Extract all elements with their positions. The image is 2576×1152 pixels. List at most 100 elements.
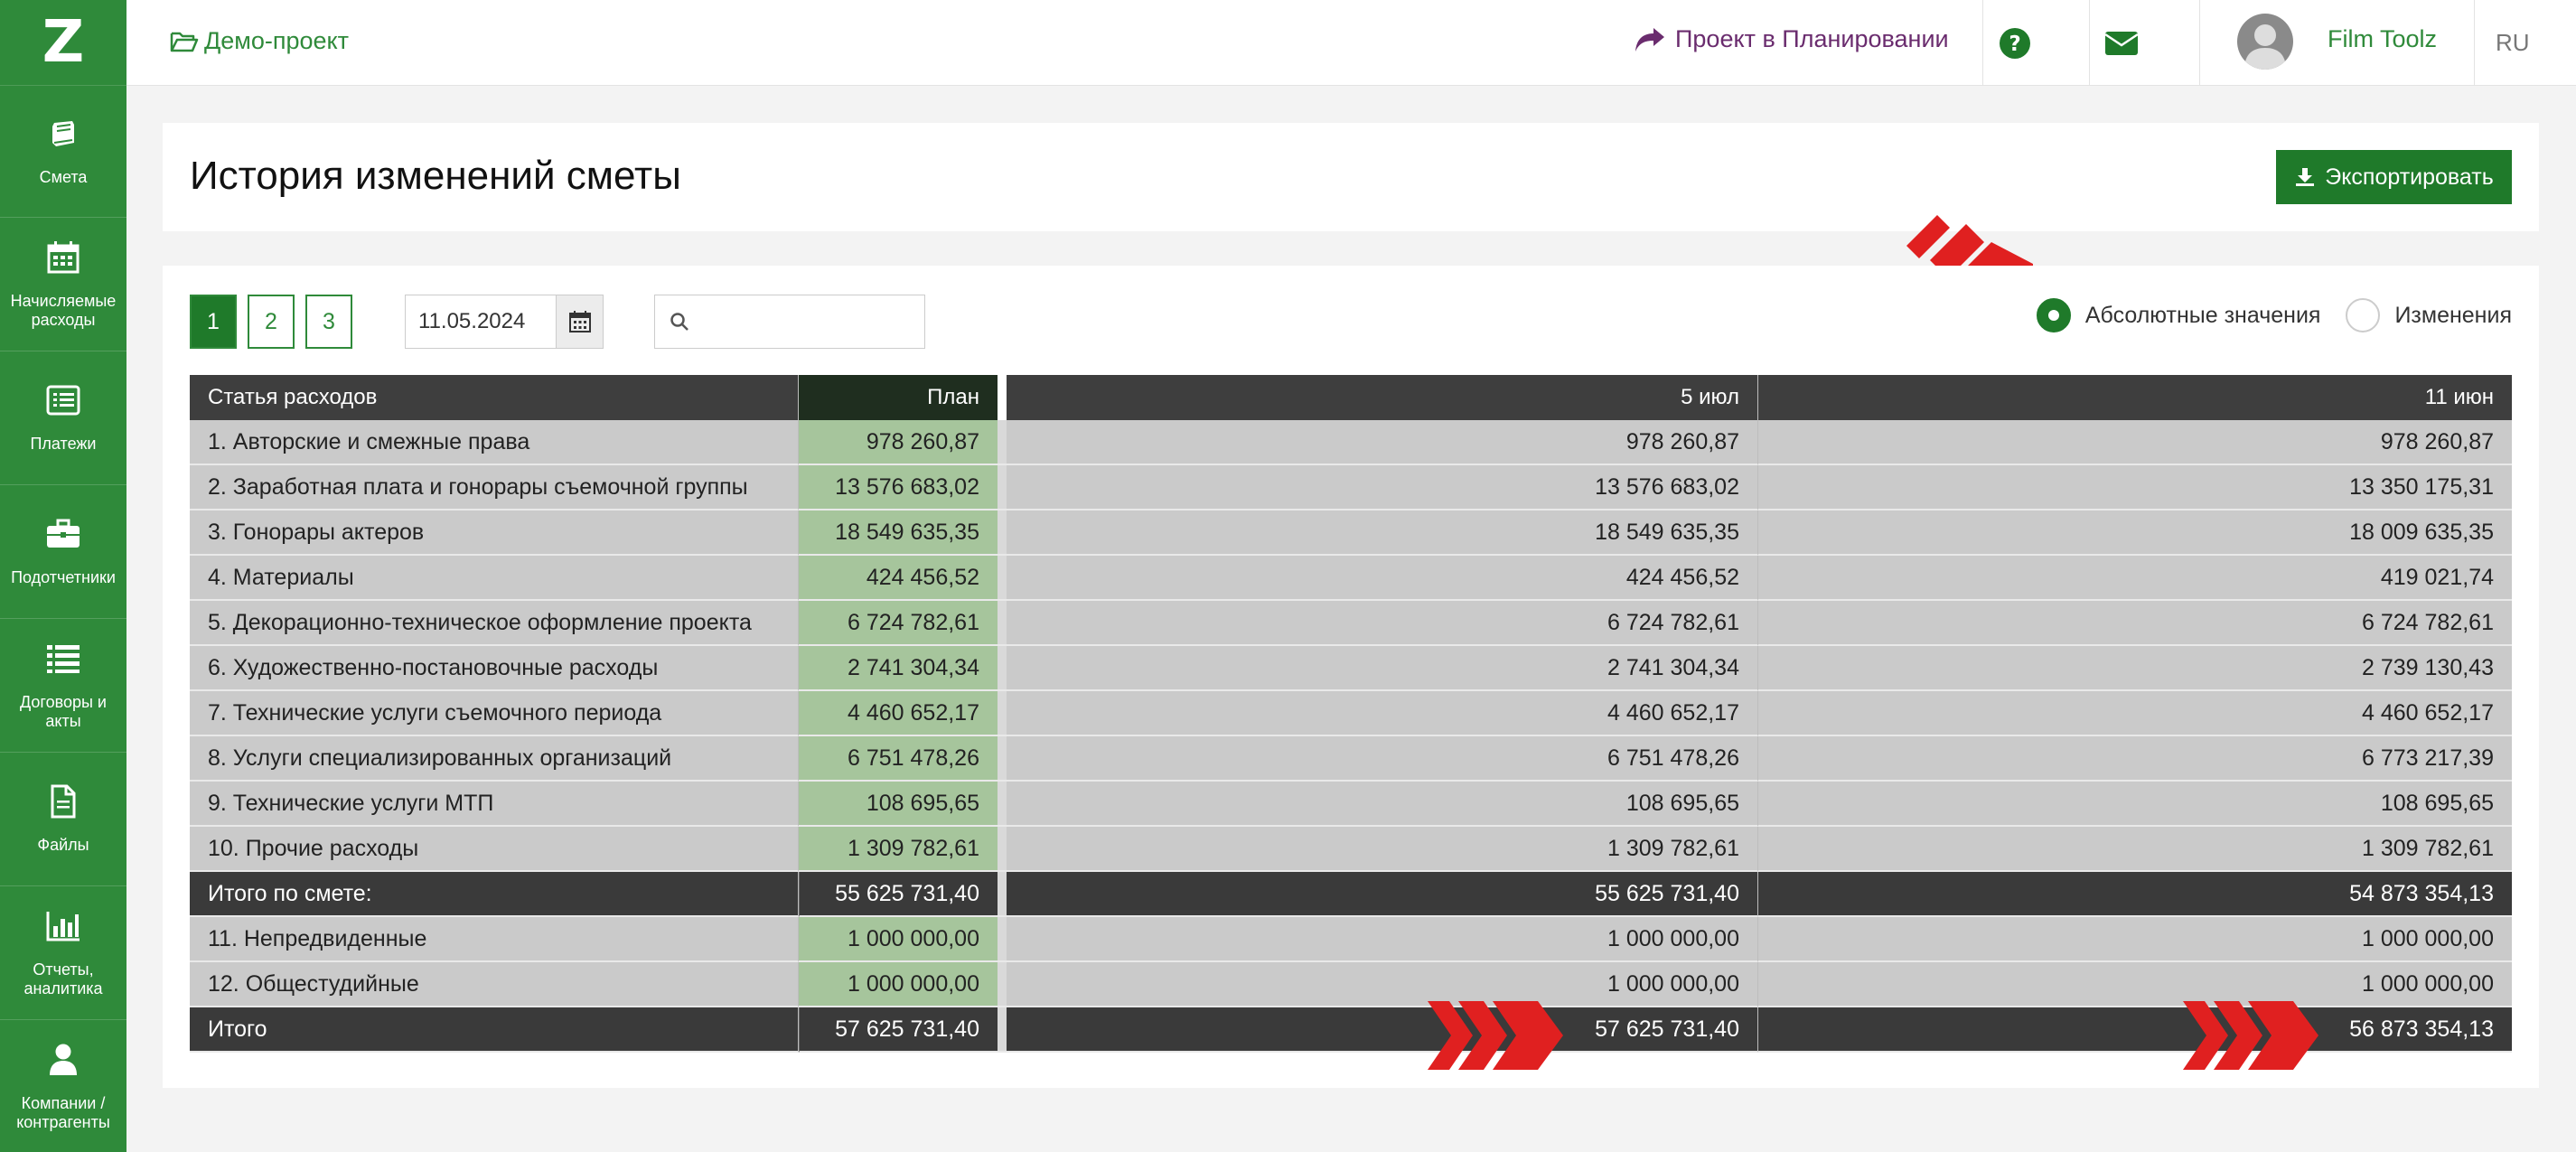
cell-name: 2. Заработная плата и гонорары съемочной… [190, 465, 799, 510]
cell-name: 6. Художественно-постановочные расходы [190, 646, 799, 691]
table-row[interactable]: 1. Авторские и смежные права 978 260,87 97… [190, 420, 2512, 465]
sidebar-item-payments[interactable]: Платежи [0, 351, 126, 485]
briefcase-icon [45, 516, 81, 552]
column-header-name[interactable]: Статья расходов [190, 375, 799, 420]
date-input[interactable] [406, 295, 556, 348]
bar-chart-icon [45, 908, 81, 944]
cell-plan: 13 576 683,02 [799, 465, 998, 510]
user-icon [45, 1042, 81, 1078]
download-icon [2296, 168, 2315, 186]
cell-version-1: 57 625 731,40 [1007, 1007, 1758, 1053]
sidebar-item-label: Договоры и акты [20, 692, 107, 730]
cell-version-1: 424 456,52 [1007, 556, 1758, 601]
cell-plan: 2 741 304,34 [799, 646, 998, 691]
username[interactable]: Film Toolz [2328, 25, 2438, 52]
cell-version-2: 56 873 354,13 [1758, 1007, 2512, 1053]
table-row[interactable]: 2. Заработная плата и гонорары съемочной… [190, 465, 2512, 510]
radio-absolute-label: Абсолютные значения [2084, 302, 2321, 328]
sidebar-item-label: Файлы [37, 836, 89, 854]
sidebar-item-accountable-persons[interactable]: Подотчетники [0, 485, 126, 619]
sidebar-item-label: Подотчетники [11, 568, 116, 586]
search-field [654, 295, 925, 349]
app-logo[interactable]: Z [0, 0, 126, 86]
language-switch[interactable]: RU [2496, 29, 2530, 56]
cell-version-1: 1 000 000,00 [1007, 962, 1758, 1007]
avatar[interactable] [2237, 14, 2293, 70]
column-header-version-1[interactable]: 5 июл [1007, 375, 1758, 420]
table-row[interactable]: 11. Непредвиденные 1 000 000,00 1 000 000,… [190, 917, 2512, 962]
sidebar-item-label: Компании / контрагенты [16, 1094, 110, 1131]
cell-version-1: 1 309 782,61 [1007, 827, 1758, 872]
calendar-icon[interactable] [556, 295, 603, 348]
cell-version-2: 108 695,65 [1758, 782, 2512, 827]
cell-name: 3. Гонорары актеров [190, 510, 799, 556]
cell-version-1: 13 576 683,02 [1007, 465, 1758, 510]
cell-plan: 6 724 782,61 [799, 601, 998, 646]
column-gap [998, 782, 1007, 827]
table-row[interactable]: 8. Услуги специализированных организаций… [190, 736, 2512, 782]
sidebar-item-companies[interactable]: Компании / контрагенты [0, 1020, 126, 1152]
column-gap [998, 556, 1007, 601]
column-gap [998, 1007, 1007, 1053]
cell-plan: 4 460 652,17 [799, 691, 998, 736]
sidebar-item-label: Начисляемые расходы [10, 291, 117, 329]
page-title: История изменений сметы [190, 154, 681, 198]
cell-plan: 978 260,87 [799, 420, 998, 465]
page-button-2[interactable]: 2 [248, 295, 295, 349]
divider [2474, 0, 2475, 86]
pagination: 1 2 3 [190, 295, 352, 349]
book-icon [45, 116, 81, 152]
cell-name: 5. Декорационно-техническое оформление п… [190, 601, 799, 646]
column-header-plan[interactable]: План [799, 375, 998, 420]
column-gap [998, 827, 1007, 872]
column-gap [998, 691, 1007, 736]
column-gap [998, 646, 1007, 691]
table-row[interactable]: 7. Технические услуги съемочного периода… [190, 691, 2512, 736]
table-row[interactable]: 4. Материалы 424 456,52 424 456,52 419 021,… [190, 556, 2512, 601]
cell-version-1: 4 460 652,17 [1007, 691, 1758, 736]
table-row[interactable]: 10. Прочие расходы 1 309 782,61 1 309 782,… [190, 827, 2512, 872]
table-row[interactable]: 12. Общестудийные 1 000 000,00 1 000 000,0… [190, 962, 2512, 1007]
radio-changes[interactable]: Изменения [2346, 298, 2512, 332]
page-header: История изменений сметы Экспортировать [163, 123, 2539, 231]
cell-name: 8. Услуги специализированных организаций [190, 736, 799, 782]
planning-link[interactable]: Проект в Планировании [1634, 25, 1949, 53]
date-picker [405, 295, 604, 349]
table-total-row[interactable]: Итого 57 625 731,40 57 625 731,40 56 873 35… [190, 1007, 2512, 1053]
cell-name: 4. Материалы [190, 556, 799, 601]
search-input[interactable] [698, 309, 915, 334]
svg-text:?: ? [2009, 33, 2020, 56]
table-row[interactable]: 3. Гонорары актеров 18 549 635,35 18 549 6… [190, 510, 2512, 556]
cell-version-2: 18 009 635,35 [1758, 510, 2512, 556]
cell-plan: 1 000 000,00 [799, 917, 998, 962]
cell-version-1: 2 741 304,34 [1007, 646, 1758, 691]
cell-version-1: 6 751 478,26 [1007, 736, 1758, 782]
file-icon [45, 783, 81, 820]
page-button-3[interactable]: 3 [305, 295, 352, 349]
sidebar-item-contracts[interactable]: Договоры и акты [0, 619, 126, 753]
column-header-version-2[interactable]: 11 июн [1758, 375, 2512, 420]
project-name: Демо-проект [204, 27, 350, 54]
sidebar-item-reports[interactable]: Отчеты, аналитика [0, 886, 126, 1020]
table-row[interactable]: 6. Художественно-постановочные расходы 2 … [190, 646, 2512, 691]
help-icon[interactable]: ? [1997, 25, 2033, 61]
cell-version-2: 1 000 000,00 [1758, 917, 2512, 962]
sidebar-item-estimate[interactable]: Смета [0, 86, 126, 218]
table-total-row[interactable]: Итого по смете: 55 625 731,40 55 625 731,4… [190, 872, 2512, 917]
sidebar-item-files[interactable]: Файлы [0, 753, 126, 886]
project-breadcrumb[interactable]: Демо-проект [170, 27, 349, 55]
cell-name: 12. Общестудийные [190, 962, 799, 1007]
radio-absolute[interactable]: Абсолютные значения [2036, 298, 2321, 332]
column-gap [998, 872, 1007, 917]
table-row[interactable]: 9. Технические услуги МТП 108 695,65 108 6… [190, 782, 2512, 827]
radio-button-checked[interactable] [2036, 298, 2071, 332]
export-button[interactable]: Экспортировать [2276, 150, 2512, 204]
highlight-arrow-icon [2183, 1001, 2318, 1070]
envelope-icon[interactable] [2103, 25, 2140, 61]
sidebar-item-accrued-expenses[interactable]: Начисляемые расходы [0, 218, 126, 351]
page-button-1[interactable]: 1 [190, 295, 237, 349]
cell-name: 1. Авторские и смежные права [190, 420, 799, 465]
table-row[interactable]: 5. Декорационно-техническое оформление п… [190, 601, 2512, 646]
radio-button[interactable] [2346, 298, 2381, 332]
cell-version-2: 4 460 652,17 [1758, 691, 2512, 736]
